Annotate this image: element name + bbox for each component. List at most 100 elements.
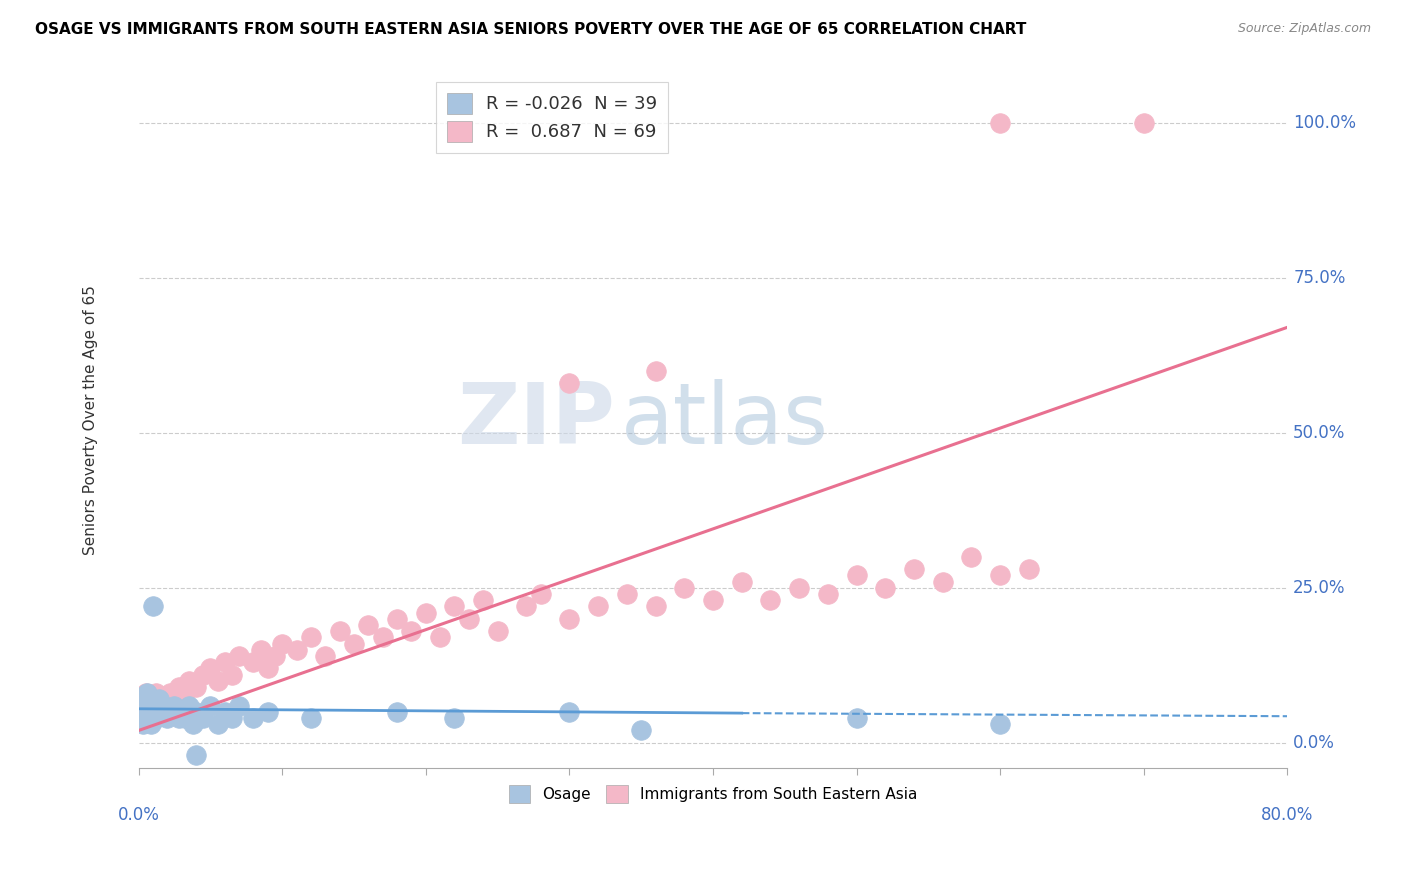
Point — [256, 705, 278, 719]
Point — [249, 643, 271, 657]
Point — [242, 711, 264, 725]
Point — [163, 698, 186, 713]
Text: 0.0%: 0.0% — [1294, 734, 1336, 752]
Point — [193, 667, 215, 681]
Point — [530, 587, 553, 601]
Legend: Osage, Immigrants from South Eastern Asia: Osage, Immigrants from South Eastern Asi… — [502, 779, 924, 809]
Point — [644, 364, 666, 378]
Point — [256, 661, 278, 675]
Point — [163, 692, 186, 706]
Point — [558, 612, 581, 626]
Text: 0.0%: 0.0% — [118, 805, 159, 824]
Point — [177, 673, 200, 688]
Point — [173, 711, 195, 725]
Point — [139, 711, 162, 725]
Point — [214, 705, 236, 719]
Text: 75.0%: 75.0% — [1294, 268, 1346, 286]
Point — [156, 698, 179, 713]
Point — [486, 624, 509, 639]
Point — [142, 599, 165, 614]
Point — [988, 568, 1011, 582]
Point — [159, 705, 181, 719]
Point — [138, 698, 160, 713]
Point — [134, 711, 156, 725]
Point — [132, 692, 155, 706]
Point — [142, 705, 165, 719]
Point — [139, 698, 162, 713]
Point — [616, 587, 638, 601]
Text: 25.0%: 25.0% — [1294, 579, 1346, 597]
Point — [285, 643, 308, 657]
Point — [167, 711, 190, 725]
Point — [184, 680, 207, 694]
Point — [128, 705, 150, 719]
Point — [177, 698, 200, 713]
Point — [702, 593, 724, 607]
Point — [221, 711, 243, 725]
Point — [159, 686, 181, 700]
Point — [228, 698, 250, 713]
Point — [170, 705, 193, 719]
Point — [173, 686, 195, 700]
Point — [960, 549, 983, 564]
Point — [153, 692, 176, 706]
Point — [673, 581, 696, 595]
Point — [242, 655, 264, 669]
Point — [145, 686, 167, 700]
Point — [932, 574, 955, 589]
Point — [630, 723, 652, 738]
Point — [200, 698, 222, 713]
Point — [903, 562, 925, 576]
Point — [586, 599, 609, 614]
Point — [371, 631, 394, 645]
Point — [128, 711, 150, 725]
Point — [731, 574, 754, 589]
Text: Seniors Poverty Over the Age of 65: Seniors Poverty Over the Age of 65 — [83, 285, 98, 556]
Point — [148, 698, 170, 713]
Point — [329, 624, 352, 639]
Point — [142, 705, 165, 719]
Point — [193, 711, 215, 725]
Point — [385, 612, 408, 626]
Point — [299, 631, 322, 645]
Text: 80.0%: 80.0% — [1261, 805, 1313, 824]
Point — [759, 593, 782, 607]
Text: Source: ZipAtlas.com: Source: ZipAtlas.com — [1237, 22, 1371, 36]
Point — [1133, 115, 1156, 129]
Point — [148, 692, 170, 706]
Point — [357, 618, 380, 632]
Point — [314, 648, 336, 663]
Point — [150, 705, 173, 719]
Point — [264, 648, 287, 663]
Point — [429, 631, 451, 645]
Point — [156, 711, 179, 725]
Point — [558, 705, 581, 719]
Point — [200, 661, 222, 675]
Point — [136, 705, 159, 719]
Point — [207, 673, 229, 688]
Text: OSAGE VS IMMIGRANTS FROM SOUTH EASTERN ASIA SENIORS POVERTY OVER THE AGE OF 65 C: OSAGE VS IMMIGRANTS FROM SOUTH EASTERN A… — [35, 22, 1026, 37]
Point — [472, 593, 495, 607]
Point — [457, 612, 479, 626]
Point — [129, 698, 152, 713]
Point — [135, 686, 157, 700]
Point — [988, 115, 1011, 129]
Point — [845, 568, 868, 582]
Point — [132, 717, 155, 731]
Point — [150, 705, 173, 719]
Point — [153, 698, 176, 713]
Point — [271, 637, 294, 651]
Point — [385, 705, 408, 719]
Point — [136, 686, 159, 700]
Text: 50.0%: 50.0% — [1294, 424, 1346, 442]
Point — [181, 717, 204, 731]
Point — [443, 711, 465, 725]
Point — [988, 717, 1011, 731]
Point — [343, 637, 366, 651]
Point — [515, 599, 537, 614]
Point — [817, 587, 839, 601]
Point — [131, 698, 153, 713]
Point — [221, 667, 243, 681]
Point — [167, 680, 190, 694]
Point — [207, 717, 229, 731]
